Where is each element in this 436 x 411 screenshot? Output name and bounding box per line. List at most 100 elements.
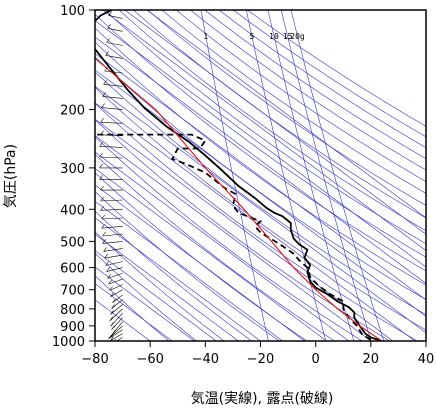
x-tick-label: −80: [81, 352, 108, 367]
x-tick-label: 20: [363, 352, 380, 367]
dry-adiabat-line: [218, 10, 426, 149]
wind-barb: [102, 96, 123, 99]
wind-barb: [99, 156, 123, 159]
y-tick-label: 600: [60, 262, 85, 277]
wind-barb: [102, 241, 123, 244]
wind-barb-feather: [102, 231, 106, 237]
wind-barb: [104, 70, 123, 74]
wind-barb-feather: [103, 80, 107, 85]
dry-adiabat-line: [161, 10, 426, 194]
x-axis: −80 −60 −40 −20 0 20 40: [81, 341, 434, 367]
moist-adiabat-line: [95, 299, 151, 341]
wind-barb-feather: [110, 292, 114, 297]
wind-barb-feather: [107, 24, 111, 29]
wind-barb: [107, 273, 123, 279]
wind-barb: [110, 289, 123, 297]
wind-barb: [103, 84, 123, 87]
mixing-ratio-label: 1: [203, 32, 208, 41]
wind-barb: [101, 225, 123, 229]
y-tick-label: 400: [60, 203, 85, 218]
mixing-ratio-line: [290, 10, 385, 341]
moist-adiabat-line: [95, 118, 394, 341]
wind-barb-feather: [101, 224, 105, 229]
wind-barb-feather: [102, 92, 106, 97]
wind-barb-feather: [109, 316, 113, 322]
dry-adiabat-line: [95, 71, 426, 315]
y-tick-label: 500: [60, 235, 85, 250]
wind-barb: [108, 278, 123, 285]
moist-adiabat-line: [95, 135, 372, 341]
moist-adiabat-line: [95, 217, 262, 341]
dry-adiabat-line: [95, 86, 426, 331]
dry-adiabat-line: [95, 119, 391, 341]
x-tick-label: 0: [312, 352, 320, 367]
dry-adiabat-line: [95, 56, 426, 300]
dry-adiabat-line: [95, 231, 225, 341]
wind-barb-feather: [108, 334, 112, 339]
wind-barb: [109, 284, 123, 291]
wind-barb-feather: [103, 247, 107, 252]
mixing-ratio-line: [281, 10, 372, 341]
wind-barb-feather: [100, 196, 104, 202]
mixing-ratio-label: 15: [283, 32, 293, 41]
wind-barb: [110, 304, 123, 315]
wind-barb-feather: [106, 267, 110, 272]
wind-barb: [99, 146, 123, 148]
y-tick-label: 900: [60, 320, 85, 335]
wind-barb-feather: [108, 279, 112, 285]
wind-barb-feather: [111, 304, 115, 309]
mixing-ratio-line: [267, 10, 355, 341]
wind-barb: [111, 299, 123, 309]
y-tick-label: 300: [60, 162, 85, 177]
reference-line: [95, 57, 383, 341]
dry-adiabat-line: [95, 41, 426, 286]
wind-barb: [106, 267, 123, 272]
wind-barb-feather: [99, 152, 103, 158]
wind-barb-feather: [100, 206, 104, 211]
dry-adiabat-line: [95, 13, 426, 258]
dry-adiabat-line: [118, 10, 426, 232]
mixing-ratio-line: [246, 10, 327, 341]
dry-adiabat-line: [104, 10, 426, 245]
moist-adiabat-line: [95, 69, 426, 317]
dry-adiabat-line: [95, 27, 426, 272]
dry-adiabat-line: [95, 153, 336, 341]
wind-barb-feather: [112, 329, 116, 334]
dry-adiabat-line: [147, 10, 426, 206]
wind-barb-feather: [99, 175, 103, 180]
moist-adiabat-line: [95, 201, 284, 341]
wind-barb-feather: [112, 298, 116, 303]
x-tick-label: −20: [247, 352, 274, 367]
moist-adiabat-line: [102, 10, 426, 251]
moist-adiabat-line: [95, 20, 426, 268]
moist-adiabat-line: [146, 10, 426, 219]
y-tick-label: 100: [60, 4, 85, 19]
wind-barb: [110, 325, 123, 338]
wind-barb: [108, 329, 123, 340]
wind-barb: [105, 261, 123, 266]
wind-barb-feather: [110, 322, 114, 327]
moist-adiabat-line: [95, 233, 239, 341]
moist-adiabat-line: [95, 53, 426, 301]
wind-barb-feather: [99, 163, 103, 169]
wind-barb-feather: [107, 274, 111, 279]
dry-adiabat-line: [95, 102, 418, 341]
wind-barb: [108, 15, 123, 19]
wind-barb-feather: [104, 66, 108, 72]
wind-barb-feather: [105, 51, 109, 56]
moist-adiabat-line: [95, 151, 350, 341]
wind-barb: [101, 107, 123, 110]
wind-barb-feather: [104, 253, 108, 259]
wind-barb-feather: [106, 38, 110, 43]
dry-adiabat-line: [95, 210, 253, 341]
wind-barb: [112, 294, 123, 304]
y-tick-label: 700: [60, 284, 85, 299]
y-tick-label: 1000: [52, 335, 85, 350]
wind-barb-feather: [100, 130, 104, 135]
wind-barb: [100, 199, 123, 202]
wind-barb-feather: [105, 261, 109, 266]
moist-adiabat-line: [95, 86, 426, 334]
wind-barb-feather: [101, 214, 105, 220]
